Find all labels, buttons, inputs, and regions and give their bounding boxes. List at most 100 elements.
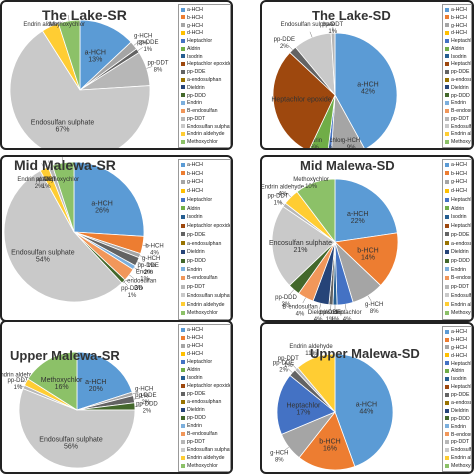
legend-label: Dieldrin — [187, 249, 205, 256]
legend-item: pp-DDE — [181, 391, 205, 397]
legend-label: d-HCH — [451, 188, 467, 195]
slice-label-name: Endrin aldehyde — [2, 372, 40, 378]
legend-item: Dieldrin — [181, 249, 205, 255]
legend-swatch — [181, 85, 185, 90]
slice-label-pct: 16% — [323, 446, 337, 453]
pie-slice — [296, 178, 336, 244]
slice-label: Endrin aldehyde — [23, 21, 67, 28]
legend-swatch — [445, 440, 449, 445]
legend-item: Methoxychlor — [181, 139, 218, 145]
legend-item: Aldrin — [181, 206, 200, 212]
legend-swatch — [445, 93, 449, 98]
legend-item: Endosulfan sulphate — [181, 293, 230, 299]
slice-label-name: Encosulfan sulphate — [269, 240, 332, 247]
slice-label-pct: 14% — [361, 255, 375, 262]
pie-panel: a-HCH 13% g-HCH 2% pp-DDE 1% pp-DDT 8% Endosulfa… — [0, 0, 233, 150]
legend-swatch — [445, 293, 449, 298]
slice-label-name: Endosulfan sulphate — [281, 22, 336, 28]
legend-label: Endrin aldehyde — [187, 455, 225, 461]
legend-swatch — [181, 46, 185, 51]
legend-label: Heptachlor epoxide — [187, 61, 231, 68]
legend-item: Isodrin — [445, 376, 467, 382]
legend-item: d-HCH — [445, 188, 467, 194]
legend-label: pp-DDE — [187, 391, 206, 397]
legend-swatch — [445, 162, 449, 167]
legend-item: Endrin — [181, 100, 202, 106]
legend-swatch — [445, 180, 449, 185]
legend-label: Endrin — [451, 100, 466, 107]
legend-swatch — [445, 463, 449, 468]
legend-swatch — [181, 15, 185, 20]
slice-label-name: Endosulfan sulphate — [31, 119, 95, 126]
slice-label-pct: 1% — [42, 184, 51, 190]
legend-label: Heptachlor — [187, 359, 213, 365]
slice-label-name: g-HCH — [142, 256, 160, 262]
slice-label-pct: 21% — [293, 247, 307, 254]
legend-swatch — [181, 383, 185, 388]
legend-item: B-endosulfan — [181, 108, 218, 114]
legend-label: Endrin aldehyde — [451, 131, 472, 138]
legend-swatch — [181, 455, 185, 460]
legend-item: pp-DDE — [181, 69, 205, 75]
legend-swatch — [181, 188, 185, 193]
legend-label: Isodrin — [451, 376, 467, 383]
legend-swatch — [181, 214, 185, 219]
legend-item: a-HCH — [445, 162, 467, 168]
legend-label: Aldrin — [187, 205, 201, 212]
legend-label: B-endosulfan — [451, 275, 471, 282]
legend-item: Methoxychlor — [445, 139, 471, 145]
pie-slice — [334, 178, 398, 243]
legend-swatch — [181, 293, 185, 298]
legend-label: Endrin — [451, 266, 466, 273]
slice-label-name: pp-DDT — [267, 194, 288, 200]
legend-label: g-HCH — [187, 343, 203, 349]
slice-label-name: pp-DDT — [278, 356, 299, 362]
legend-item: Aldrin — [181, 46, 200, 52]
legend-label: b-HCH — [187, 14, 203, 21]
legend-label: Endosulfan sulphate — [451, 447, 472, 454]
slice-label-name: pp-DDD — [136, 402, 158, 408]
legend-item: Endosulfan sulphate — [445, 293, 471, 299]
legend-item: Heptachlor — [181, 359, 212, 365]
legend-item: Heptachlor epoxide — [181, 383, 230, 389]
legend-item: B-endosulfan — [181, 431, 218, 437]
pie-slice — [331, 93, 365, 148]
legend-label: Aldrin — [187, 45, 201, 52]
legend-swatch — [181, 375, 185, 380]
legend-swatch — [445, 188, 449, 193]
leader-line — [292, 364, 297, 369]
pie-chart: a-HCH26%b-HCH4%g-HCH1%pp-DDE2%Endrin1%B-… — [3, 157, 164, 303]
legend-label: a-HCH — [451, 162, 467, 168]
legend-item: Methoxychlor — [445, 310, 471, 316]
leader-line — [142, 244, 149, 247]
slice-label: Endrin aldehyde — [2, 372, 40, 383]
legend-item: Endosulfan sulphate — [445, 124, 471, 130]
legend-label: pp-DDD — [187, 92, 206, 99]
leader-line — [312, 176, 316, 183]
legend-item: b-HCH — [181, 335, 203, 341]
chart-title: The Lake-SR — [42, 7, 127, 23]
legend-item: Heptachlor epoxide — [445, 384, 471, 390]
legend-label: a-HCH — [451, 329, 467, 335]
legend-label: Heptachlor epoxide — [451, 61, 471, 68]
legend-label: a-endosulphan — [451, 400, 471, 406]
legend-label: pp-DDT — [187, 284, 206, 291]
legend-label: Isodrin — [451, 53, 467, 60]
slice-label-name: a-HCH — [85, 50, 106, 57]
legend-item: pp-DDD — [445, 258, 470, 264]
pie-slice — [276, 374, 336, 435]
